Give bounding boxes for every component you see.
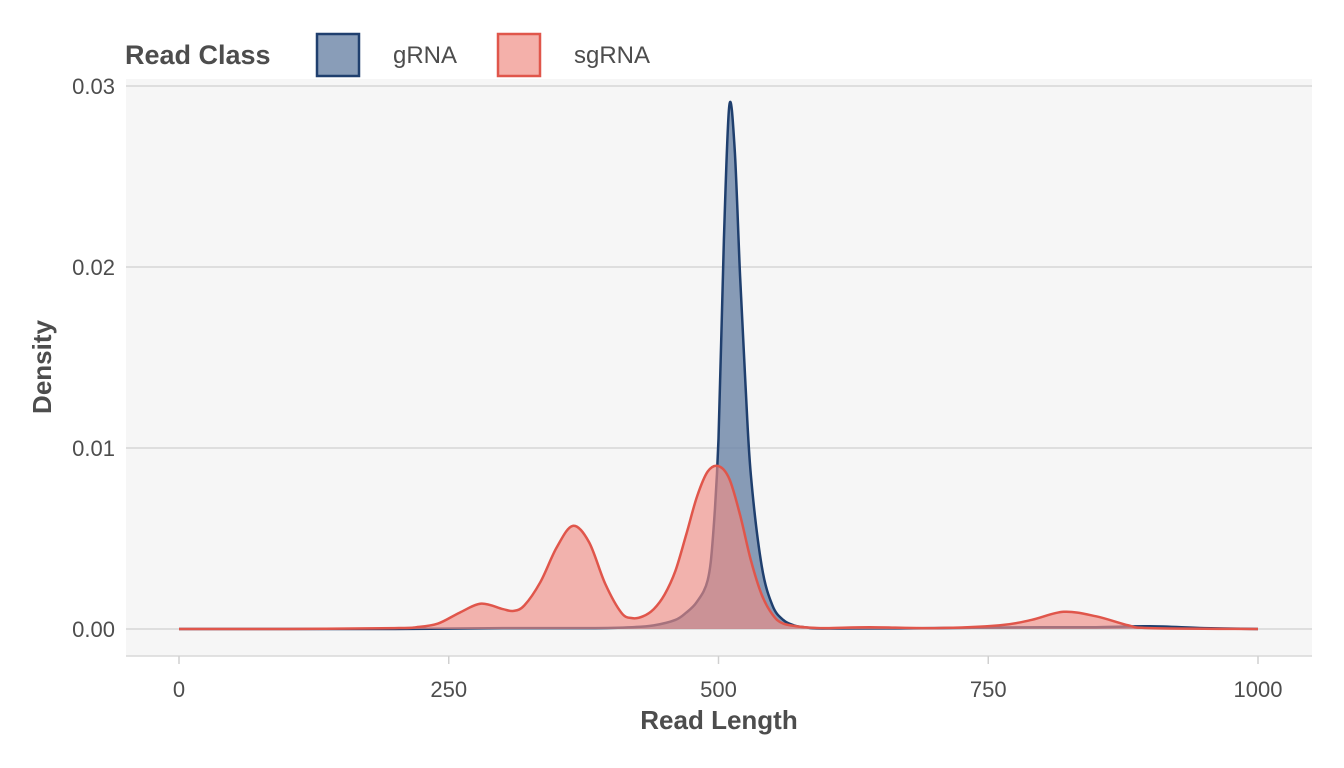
x-tick-label: 500	[700, 677, 737, 702]
legend-label-sgrna: sgRNA	[574, 42, 650, 69]
y-tick-label: 0.00	[72, 617, 115, 642]
legend: Read Class gRNA sgRNA	[125, 32, 650, 78]
x-tick-label: 1000	[1234, 677, 1283, 702]
x-axis-ticks: 0 250 500 750 1000	[173, 656, 1283, 702]
y-tick-label: 0.02	[72, 255, 115, 280]
x-tick-label: 0	[173, 677, 185, 702]
y-tick-label: 0.03	[72, 74, 115, 99]
x-axis-title: Read Length	[640, 705, 797, 735]
legend-label-grna: gRNA	[393, 42, 457, 69]
legend-swatch-sgrna	[496, 32, 542, 78]
y-tick-label: 0.01	[72, 436, 115, 461]
legend-title: Read Class	[125, 40, 271, 70]
y-axis-ticks: 0.00 0.01 0.02 0.03	[72, 74, 115, 642]
x-tick-label: 750	[970, 677, 1007, 702]
density-area-sgrna	[179, 465, 1258, 629]
legend-swatch-grna	[315, 32, 361, 78]
density-areas	[179, 100, 1259, 631]
density-line-sgrna	[179, 464, 1259, 631]
y-axis-title: Density	[27, 320, 57, 414]
x-tick-label: 250	[430, 677, 467, 702]
